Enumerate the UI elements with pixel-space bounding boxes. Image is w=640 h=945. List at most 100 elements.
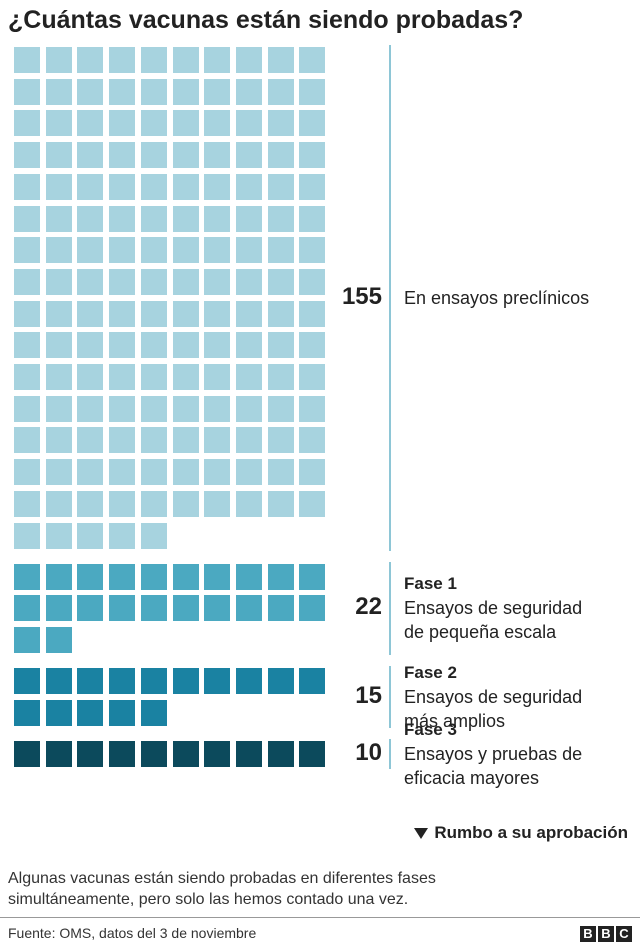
description: Ensayos de seguridad más amplios bbox=[404, 686, 583, 731]
waffle-square bbox=[77, 332, 104, 359]
waffle-square bbox=[140, 237, 167, 264]
waffle-square bbox=[45, 626, 72, 653]
waffle-square bbox=[235, 490, 262, 517]
waffle-square bbox=[204, 740, 231, 767]
waffle-square bbox=[172, 78, 199, 105]
waffle-square bbox=[204, 332, 231, 359]
waffle-square bbox=[267, 332, 294, 359]
waffle-square bbox=[299, 300, 326, 327]
waffle-square bbox=[14, 595, 40, 622]
waffle-square bbox=[204, 563, 231, 590]
waffle-square bbox=[235, 268, 262, 295]
waffle-square bbox=[14, 78, 40, 105]
waffle-square bbox=[14, 563, 40, 590]
waffle-square bbox=[45, 699, 72, 726]
waffle-square bbox=[235, 300, 262, 327]
phase-label: Fase 1 bbox=[404, 574, 457, 594]
source: Fuente: OMS, datos del 3 de noviembre bbox=[8, 925, 257, 941]
waffle-square bbox=[77, 268, 104, 295]
waffle-square bbox=[299, 237, 326, 264]
group-bracket bbox=[389, 45, 391, 551]
waffle-square bbox=[235, 427, 262, 454]
waffle-square bbox=[235, 595, 262, 622]
waffle-square bbox=[109, 522, 136, 549]
waffle-square bbox=[14, 490, 40, 517]
waffle-square bbox=[172, 595, 199, 622]
waffle-square bbox=[77, 667, 104, 694]
waffle-square bbox=[235, 78, 262, 105]
chart-title: ¿Cuántas vacunas están siendo probadas? bbox=[8, 6, 524, 34]
waffle-square bbox=[204, 47, 231, 73]
waffle-square bbox=[267, 459, 294, 486]
waffle-square bbox=[140, 459, 167, 486]
logo-letter: B bbox=[580, 926, 596, 942]
waffle-square bbox=[45, 522, 72, 549]
waffle-square bbox=[204, 110, 231, 137]
waffle-square bbox=[172, 237, 199, 264]
phase-label: Fase 2 bbox=[404, 662, 457, 682]
waffle-square bbox=[235, 395, 262, 422]
waffle-square bbox=[299, 563, 326, 590]
group-label: Fase 1 Ensayos de seguridad de pequeña es… bbox=[404, 572, 604, 644]
waffle-square bbox=[45, 205, 72, 232]
waffle-square bbox=[45, 459, 72, 486]
waffle-square bbox=[140, 427, 167, 454]
arrow-down bbox=[414, 827, 429, 839]
waffle-square bbox=[235, 563, 262, 590]
waffle-square bbox=[267, 667, 294, 694]
waffle-square bbox=[14, 395, 40, 422]
waffle-square bbox=[299, 740, 326, 767]
waffle-square bbox=[140, 563, 167, 590]
waffle-square bbox=[45, 47, 72, 73]
waffle-square bbox=[299, 395, 326, 422]
waffle-square bbox=[77, 205, 104, 232]
waffle-square bbox=[299, 490, 326, 517]
waffle-square bbox=[45, 667, 72, 694]
waffle-square bbox=[172, 268, 199, 295]
waffle-square bbox=[45, 490, 72, 517]
waffle-square bbox=[299, 268, 326, 295]
waffle-square bbox=[235, 237, 262, 264]
waffle-square bbox=[45, 110, 72, 137]
waffle-square bbox=[14, 667, 40, 694]
waffle-square bbox=[140, 142, 167, 169]
waffle-square bbox=[267, 395, 294, 422]
waffle-square bbox=[172, 667, 199, 694]
waffle-square bbox=[77, 699, 104, 726]
waffle-square bbox=[140, 595, 167, 622]
waffle-square bbox=[109, 78, 136, 105]
waffle-square bbox=[267, 173, 294, 200]
waffle-square bbox=[14, 110, 40, 137]
waffle-square bbox=[14, 699, 40, 726]
waffle-square bbox=[77, 142, 104, 169]
waffle-square bbox=[267, 142, 294, 169]
waffle-square bbox=[172, 490, 199, 517]
waffle-square bbox=[267, 563, 294, 590]
waffle-square bbox=[267, 110, 294, 137]
waffle-square bbox=[77, 595, 104, 622]
waffle-square bbox=[77, 300, 104, 327]
description: Ensayos de seguridad de pequeña escala bbox=[404, 598, 583, 643]
value-label: 15 bbox=[355, 681, 382, 709]
waffle-square bbox=[14, 626, 40, 653]
waffle-square bbox=[14, 47, 40, 73]
waffle-square bbox=[45, 427, 72, 454]
waffle-square bbox=[77, 364, 104, 390]
logo-letter: B bbox=[598, 926, 614, 942]
value-label: 155 bbox=[341, 282, 382, 310]
waffle-square bbox=[299, 459, 326, 486]
waffle-square bbox=[172, 427, 199, 454]
waffle-square bbox=[299, 142, 326, 169]
waffle-square bbox=[204, 364, 231, 390]
waffle-square bbox=[14, 364, 40, 390]
waffle-square bbox=[140, 78, 167, 105]
waffle-square bbox=[77, 110, 104, 137]
waffle-square bbox=[299, 364, 326, 390]
waffle-square bbox=[140, 667, 167, 694]
waffle-square bbox=[172, 300, 199, 327]
waffle-square bbox=[109, 563, 136, 590]
waffle-square bbox=[109, 667, 136, 694]
waffle-square bbox=[235, 364, 262, 390]
waffle-square bbox=[45, 237, 72, 264]
